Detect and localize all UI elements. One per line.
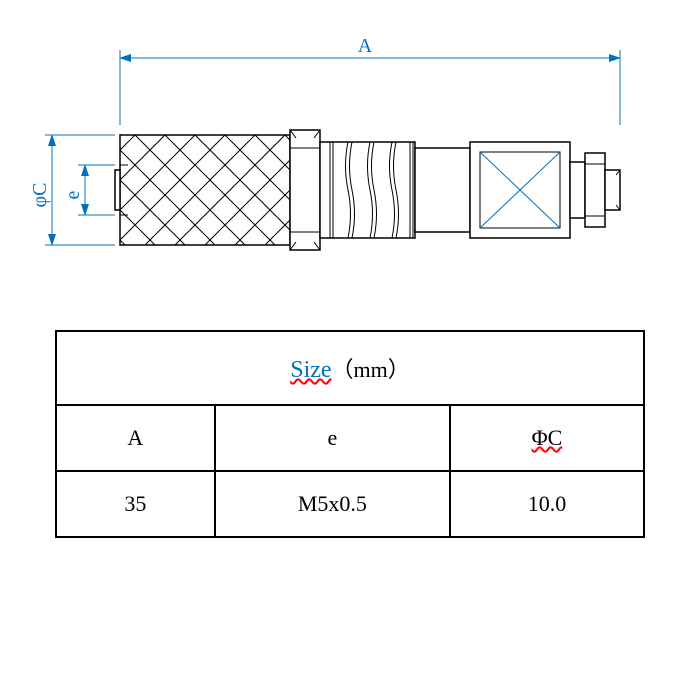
- dim-label-e: e: [62, 190, 84, 199]
- dim-label-a: A: [358, 35, 373, 57]
- size-unit: （mm）: [332, 357, 410, 382]
- col-head-e: e: [215, 405, 450, 471]
- dimensions-table: Size（mm） A e ΦC 35 M5x0.5 10.0: [55, 330, 645, 538]
- tail-step-1: [570, 162, 585, 218]
- val-e: M5x0.5: [215, 471, 450, 537]
- connector-drawing: A φC e: [30, 30, 670, 280]
- table-title-cell: Size（mm）: [56, 331, 644, 405]
- dim-label-phic: φC: [30, 183, 51, 208]
- val-a: 35: [56, 471, 215, 537]
- table-header-row: Size（mm）: [56, 331, 644, 405]
- size-word: Size: [290, 357, 331, 383]
- col-head-phic: ΦC: [450, 405, 644, 471]
- col-head-a: A: [56, 405, 215, 471]
- tail-pin: [605, 170, 620, 210]
- table-columns-row: A e ΦC: [56, 405, 644, 471]
- body-step: [415, 148, 470, 232]
- val-phic: 10.0: [450, 471, 644, 537]
- table-values-row: 35 M5x0.5 10.0: [56, 471, 644, 537]
